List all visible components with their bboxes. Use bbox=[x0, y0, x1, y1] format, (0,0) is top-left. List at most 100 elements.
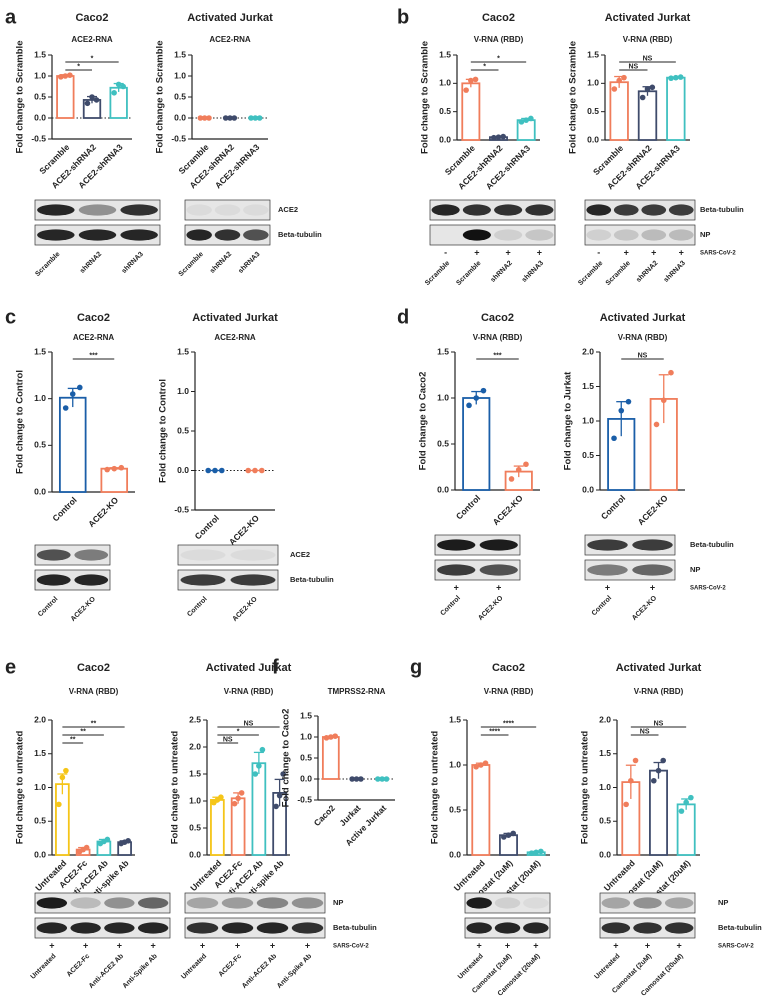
blot-sign: + bbox=[235, 940, 240, 950]
y-tick-label: -0.5 bbox=[174, 504, 189, 514]
y-axis-label: Fold change to untreated bbox=[170, 731, 181, 845]
y-tick-label: 1.5 bbox=[599, 748, 611, 758]
data-point bbox=[252, 467, 258, 474]
blot-band bbox=[180, 574, 226, 586]
blot-band bbox=[186, 204, 212, 216]
x-tick-label: Control bbox=[50, 495, 78, 523]
y-tick-label: 0.0 bbox=[587, 134, 599, 144]
blot-band bbox=[601, 897, 631, 909]
bar bbox=[649, 769, 668, 856]
y-tick-label: 1.5 bbox=[174, 49, 186, 59]
blot-band bbox=[104, 922, 135, 934]
data-point bbox=[653, 421, 660, 428]
data-point bbox=[83, 844, 90, 851]
chart-title: Activated Jurkat bbox=[600, 312, 686, 324]
blot-band bbox=[525, 204, 554, 216]
data-point bbox=[248, 115, 254, 121]
chart-subtitle: V-RNA (RBD) bbox=[623, 35, 673, 44]
y-tick-label: 0.5 bbox=[189, 822, 201, 832]
y-tick-label: 0.5 bbox=[582, 450, 594, 460]
blot-band bbox=[523, 897, 549, 909]
blot-row-label: ACE2 bbox=[290, 550, 310, 559]
blot-sign: + bbox=[477, 940, 482, 950]
data-point bbox=[252, 115, 259, 121]
data-point bbox=[118, 464, 125, 471]
blot-band bbox=[214, 229, 241, 241]
blot-sign: + bbox=[200, 940, 205, 950]
y-tick-label: 0.0 bbox=[599, 849, 611, 859]
data-point bbox=[375, 776, 381, 782]
data-point bbox=[528, 850, 535, 856]
data-point bbox=[472, 76, 479, 83]
data-point bbox=[668, 369, 674, 376]
chart-subtitle: V-RNA (RBD) bbox=[224, 687, 274, 696]
y-tick-label: 1.0 bbox=[34, 70, 46, 80]
blot-lane-label: shRNA3 bbox=[663, 260, 687, 284]
blot-strip bbox=[599, 892, 696, 914]
y-axis-label: Fold change to Jurkat bbox=[563, 371, 574, 471]
blot-lane-label: Scramble bbox=[424, 260, 451, 287]
significance-label: ** bbox=[91, 720, 97, 727]
x-tick-label: ACE2-KO bbox=[636, 493, 670, 527]
blot-sign: + bbox=[651, 247, 656, 257]
blot-band bbox=[494, 229, 523, 241]
data-point bbox=[495, 134, 502, 140]
y-tick-label: 1.0 bbox=[582, 415, 594, 425]
data-point bbox=[104, 836, 111, 843]
blot-row-label: Beta-tubulin bbox=[333, 923, 377, 932]
data-point bbox=[276, 792, 283, 799]
data-point bbox=[618, 407, 625, 414]
blot-sign: + bbox=[645, 940, 650, 950]
blot-lane-label: shRNA3 bbox=[237, 251, 261, 275]
significance-label: ** bbox=[80, 728, 86, 735]
data-point bbox=[463, 87, 469, 93]
x-tick-label: ACE2-KO bbox=[491, 493, 525, 527]
data-point bbox=[104, 466, 110, 473]
data-point bbox=[256, 763, 262, 769]
data-point bbox=[273, 803, 279, 810]
chart-title: Caco2 bbox=[75, 12, 108, 24]
significance-label: * bbox=[77, 63, 80, 70]
data-point bbox=[628, 777, 634, 784]
blot-sign-label: SARS-CoV-2 bbox=[690, 586, 726, 592]
chart-title: Caco2 bbox=[492, 662, 525, 674]
data-point bbox=[69, 391, 76, 397]
significance-label: NS bbox=[638, 352, 648, 359]
blot-band bbox=[479, 564, 518, 576]
y-tick-label: 0.0 bbox=[34, 486, 46, 496]
blot-lane-label: shRNA2 bbox=[635, 260, 659, 284]
y-tick-label: 1.0 bbox=[300, 731, 312, 741]
blot-sign: + bbox=[150, 940, 155, 950]
blot-row-label: Beta-tubulin bbox=[718, 923, 762, 932]
data-point bbox=[644, 86, 651, 92]
blot-band bbox=[291, 897, 324, 909]
significance-label: * bbox=[91, 55, 94, 62]
blot-band bbox=[104, 897, 135, 909]
blot-band bbox=[74, 574, 109, 586]
data-point bbox=[523, 461, 529, 468]
y-tick-label: 0.0 bbox=[449, 849, 461, 859]
blot-band bbox=[437, 564, 476, 576]
blot-band bbox=[221, 922, 254, 934]
blot-lane-label: Untreated bbox=[30, 953, 58, 981]
data-point bbox=[218, 794, 224, 801]
y-tick-label: 0.5 bbox=[34, 440, 46, 450]
blot-lane-label: Control bbox=[591, 595, 614, 618]
blot-sign: + bbox=[679, 247, 684, 257]
data-point bbox=[259, 467, 265, 474]
blot-band bbox=[641, 204, 667, 216]
significance-label: NS bbox=[628, 63, 638, 70]
significance-label: *** bbox=[493, 352, 501, 359]
blot-band bbox=[462, 204, 491, 216]
data-point bbox=[510, 830, 517, 837]
blot-sign: + bbox=[474, 247, 479, 257]
blot-lane-label: Scramble bbox=[178, 251, 205, 278]
chart-title: Activated Jurkat bbox=[206, 662, 292, 674]
blot-strip bbox=[184, 892, 326, 914]
data-point bbox=[639, 94, 646, 101]
data-point bbox=[349, 776, 355, 782]
blot-lane-label: Anti-ACE2 Ab bbox=[88, 953, 125, 990]
blot-lane-label: Anti-ACE2 Ab bbox=[241, 953, 278, 990]
data-point bbox=[528, 115, 534, 122]
